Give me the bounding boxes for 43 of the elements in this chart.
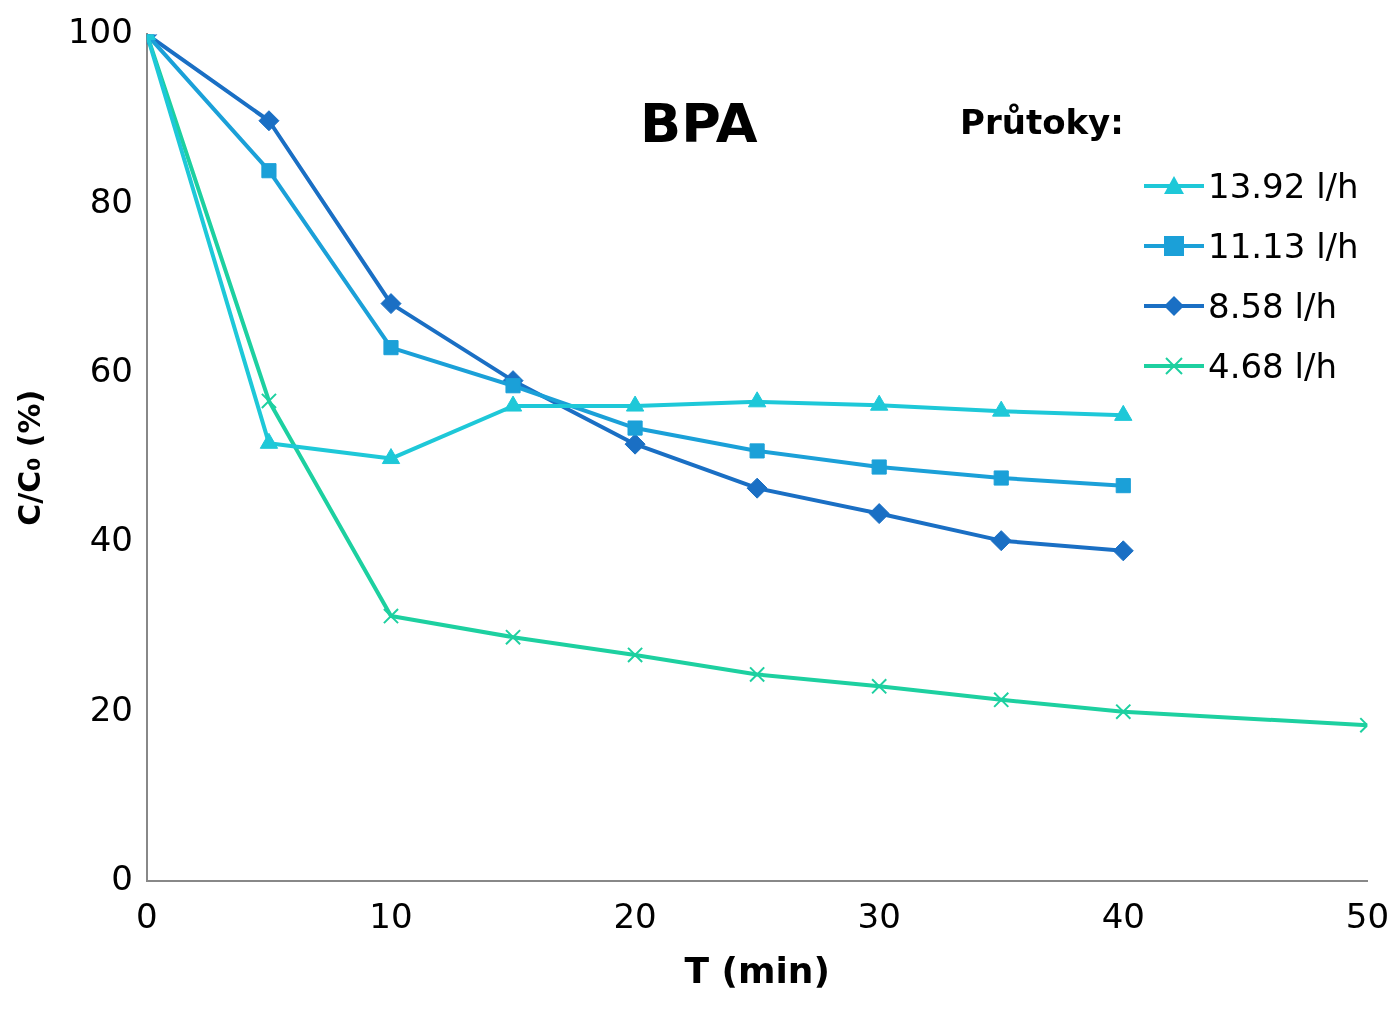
- point: [505, 378, 521, 394]
- text: BPA: [640, 92, 758, 155]
- y-tick-label: 0: [111, 857, 133, 898]
- point: [993, 470, 1009, 486]
- point: [627, 420, 643, 436]
- point: [624, 433, 646, 455]
- legend-title: Průtoky:: [960, 102, 1125, 142]
- x-tick-label: 50: [1345, 896, 1389, 937]
- point: [993, 691, 1010, 708]
- point: [868, 503, 890, 525]
- x-tick-label: 40: [1101, 896, 1145, 937]
- y-tick-label: 40: [89, 519, 133, 560]
- point: [382, 607, 400, 625]
- y-tick-label: 100: [67, 11, 133, 52]
- point: [749, 443, 765, 459]
- point: [871, 459, 887, 475]
- point: [990, 530, 1012, 552]
- point: [627, 646, 644, 664]
- x-axis-title: T (min): [684, 949, 830, 991]
- point: [258, 110, 280, 132]
- y-axis-title: C/C₀ (%): [11, 389, 47, 526]
- point: [380, 293, 402, 315]
- x-tick-label: 0: [136, 896, 158, 937]
- point: [1115, 478, 1131, 494]
- x-tick-label: 20: [613, 896, 657, 937]
- point: [383, 340, 399, 356]
- legend-label: 4.68 l/h: [1208, 346, 1337, 386]
- x-tick-label: 10: [369, 896, 413, 937]
- legend-label: 11.13 l/h: [1208, 226, 1359, 266]
- point: [1112, 540, 1134, 562]
- point: [746, 477, 768, 499]
- point: [749, 666, 766, 683]
- point: [871, 678, 888, 695]
- legend-label: 13.92 l/h: [1208, 166, 1359, 206]
- y-tick-label: 20: [89, 688, 133, 729]
- point: [504, 629, 522, 646]
- y-tick-label: 60: [89, 349, 133, 390]
- point: [1115, 703, 1132, 720]
- x-tick-label: 30: [857, 896, 901, 937]
- legend-label: 8.58 l/h: [1208, 286, 1337, 326]
- point: [261, 163, 277, 179]
- point: [260, 392, 278, 410]
- y-tick-label: 80: [89, 180, 133, 221]
